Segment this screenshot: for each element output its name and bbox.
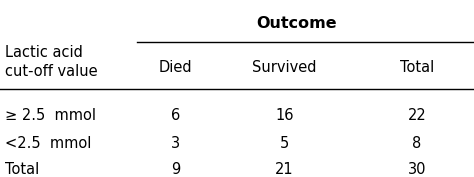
Text: <2.5  mmol: <2.5 mmol <box>5 136 91 151</box>
Text: 9: 9 <box>171 162 180 177</box>
Text: Total: Total <box>400 60 434 75</box>
Text: Survived: Survived <box>252 60 317 75</box>
Text: Died: Died <box>159 60 192 75</box>
Text: 6: 6 <box>171 108 180 122</box>
Text: 3: 3 <box>171 136 180 151</box>
Text: 30: 30 <box>408 162 427 177</box>
Text: Outcome: Outcome <box>256 16 337 30</box>
Text: 16: 16 <box>275 108 294 122</box>
Text: Total: Total <box>5 162 39 177</box>
Text: 5: 5 <box>280 136 289 151</box>
Text: ≥ 2.5  mmol: ≥ 2.5 mmol <box>5 108 96 122</box>
Text: Lactic acid
cut-off value: Lactic acid cut-off value <box>5 45 97 79</box>
Text: 22: 22 <box>408 108 427 122</box>
Text: 21: 21 <box>275 162 294 177</box>
Text: 8: 8 <box>412 136 422 151</box>
